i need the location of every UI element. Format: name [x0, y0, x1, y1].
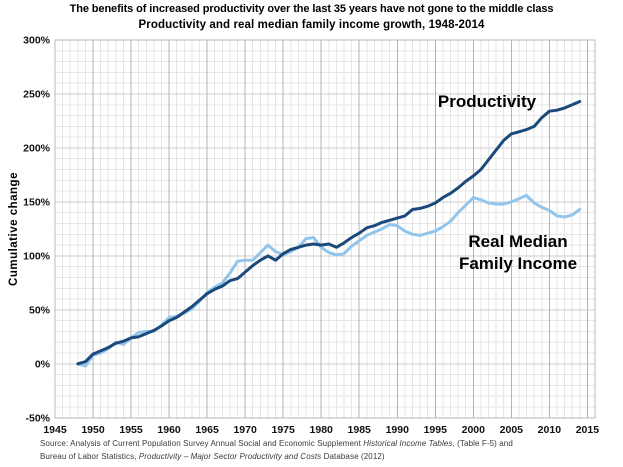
x-tick-label: 2000 [462, 424, 486, 436]
x-tick-label: 1965 [195, 424, 219, 436]
source-text-segment: Source: Analysis of Current Population S… [40, 439, 364, 448]
source-text-segment: Bureau of Labor Statistics, [40, 452, 139, 461]
x-tick-label: 1945 [43, 424, 67, 436]
y-tick-label: -50% [25, 412, 50, 424]
plot-border [54, 39, 596, 419]
x-tick-label: 2005 [500, 424, 524, 436]
income-series-label: Real Median Family Income [428, 231, 608, 275]
x-tick-label: 1990 [386, 424, 410, 436]
chart-title: The benefits of increased productivity o… [69, 3, 554, 15]
x-tick-label: 1980 [310, 424, 334, 436]
productivity-series-label: Productivity [437, 92, 537, 111]
x-tick-label: 1960 [157, 424, 181, 436]
income-series-label-line1: Real Median [468, 232, 568, 251]
income-series-label-line2: Family Income [458, 254, 578, 273]
y-tick-label: 250% [23, 88, 51, 100]
source-note-line1: Source: Analysis of Current Population S… [40, 437, 600, 450]
x-tick-label: 1970 [233, 424, 257, 436]
chart-subtitle: Productivity and real median family inco… [138, 19, 485, 31]
source-note: Source: Analysis of Current Population S… [40, 437, 600, 463]
x-tick-label: 1995 [424, 424, 448, 436]
x-tick-label: 1975 [271, 424, 295, 436]
source-text-segment: (Table F-5) and [454, 439, 513, 448]
x-tick-label: 1955 [119, 424, 143, 436]
y-tick-label: 50% [29, 304, 51, 316]
y-tick-label: 300% [23, 35, 51, 47]
y-tick-label: 0% [35, 358, 51, 370]
x-tick-label: 2015 [576, 424, 600, 436]
productivity-line [76, 100, 582, 366]
source-text-segment: Database (2012) [321, 452, 385, 461]
source-note-line2: Bureau of Labor Statistics, Productivity… [40, 450, 600, 463]
x-tick-label: 2010 [538, 424, 562, 436]
source-italic-segment: Productivity – Major Sector Productivity… [138, 452, 322, 461]
y-tick-label: 150% [23, 196, 51, 208]
x-tick-label: 1950 [81, 424, 105, 436]
y-tick-label: 100% [23, 250, 51, 262]
x-tick-label: 1985 [348, 424, 372, 436]
source-italic-segment: Historical Income Tables, [363, 439, 455, 448]
y-tick-label: 200% [23, 142, 51, 154]
